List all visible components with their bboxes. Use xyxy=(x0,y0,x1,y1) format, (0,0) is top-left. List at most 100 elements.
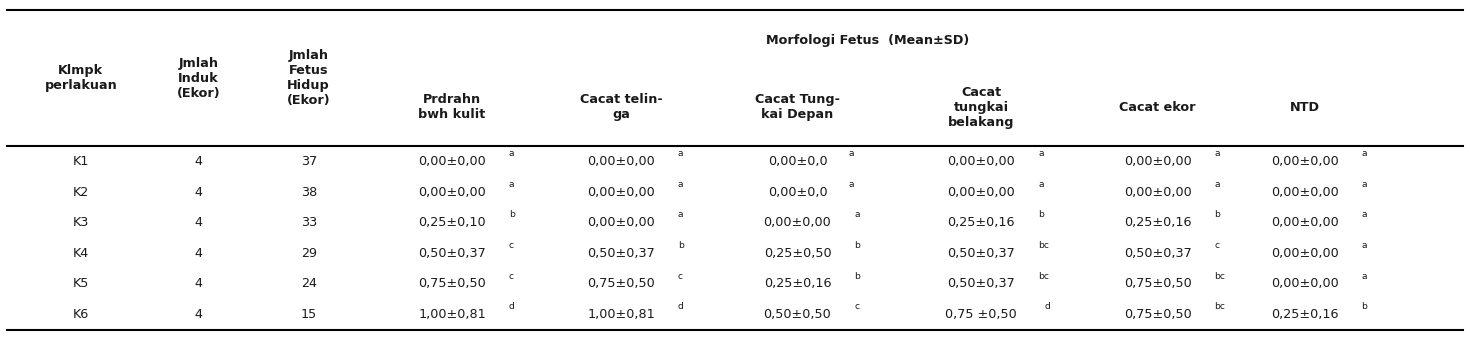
Text: Klmpk
perlakuan: Klmpk perlakuan xyxy=(44,64,118,92)
Text: 4: 4 xyxy=(194,216,203,229)
Text: 1,00±0,81: 1,00±0,81 xyxy=(587,308,656,321)
Text: a: a xyxy=(1361,149,1367,158)
Text: c: c xyxy=(509,241,514,250)
Text: a: a xyxy=(678,210,684,219)
Text: b: b xyxy=(678,241,684,250)
Text: 1,00±0,81: 1,00±0,81 xyxy=(417,308,487,321)
Text: a: a xyxy=(1361,272,1367,280)
Text: a: a xyxy=(678,149,684,158)
Text: b: b xyxy=(1361,302,1367,311)
Text: 0,75±0,50: 0,75±0,50 xyxy=(417,277,487,290)
Text: 33: 33 xyxy=(300,216,318,229)
Text: K6: K6 xyxy=(72,308,90,321)
Text: K2: K2 xyxy=(72,186,90,199)
Text: c: c xyxy=(854,302,860,311)
Text: 0,00±0,00: 0,00±0,00 xyxy=(587,186,656,199)
Text: bc: bc xyxy=(1038,241,1050,250)
Text: a: a xyxy=(1214,149,1220,158)
Text: bc: bc xyxy=(1038,272,1050,280)
Text: 38: 38 xyxy=(300,186,318,199)
Text: 0,50±0,37: 0,50±0,37 xyxy=(587,247,656,260)
Text: 0,75±0,50: 0,75±0,50 xyxy=(587,277,656,290)
Text: 0,00±0,00: 0,00±0,00 xyxy=(947,186,1016,199)
Text: 4: 4 xyxy=(194,308,203,321)
Text: K3: K3 xyxy=(72,216,90,229)
Text: 0,75 ±0,50: 0,75 ±0,50 xyxy=(945,308,1017,321)
Text: b: b xyxy=(509,210,514,219)
Text: a: a xyxy=(1214,180,1220,189)
Text: 0,00±0,0: 0,00±0,0 xyxy=(767,186,828,199)
Text: Cacat telin-
ga: Cacat telin- ga xyxy=(579,93,663,121)
Text: c: c xyxy=(678,272,684,280)
Text: bc: bc xyxy=(1214,302,1226,311)
Text: 0,00±0,00: 0,00±0,00 xyxy=(1123,186,1192,199)
Text: a: a xyxy=(509,149,514,158)
Text: K1: K1 xyxy=(72,155,90,168)
Text: a: a xyxy=(678,180,684,189)
Text: 0,00±0,00: 0,00±0,00 xyxy=(1270,216,1339,229)
Text: 0,25±0,16: 0,25±0,16 xyxy=(1125,216,1191,229)
Text: 0,00±0,00: 0,00±0,00 xyxy=(417,186,487,199)
Text: 0,50±0,37: 0,50±0,37 xyxy=(947,247,1016,260)
Text: 0,25±0,16: 0,25±0,16 xyxy=(948,216,1014,229)
Text: d: d xyxy=(1044,302,1050,311)
Text: a: a xyxy=(848,149,854,158)
Text: a: a xyxy=(854,210,860,219)
Text: a: a xyxy=(848,180,854,189)
Text: Morfologi Fetus  (Mean±SD): Morfologi Fetus (Mean±SD) xyxy=(766,34,969,47)
Text: 0,25±0,10: 0,25±0,10 xyxy=(417,216,487,229)
Text: 0,00±0,00: 0,00±0,00 xyxy=(763,216,832,229)
Text: a: a xyxy=(1038,149,1044,158)
Text: Prdrahn
bwh kulit: Prdrahn bwh kulit xyxy=(419,93,485,121)
Text: 0,00±0,00: 0,00±0,00 xyxy=(1270,247,1339,260)
Text: NTD: NTD xyxy=(1289,101,1320,114)
Text: 0,75±0,50: 0,75±0,50 xyxy=(1123,308,1192,321)
Text: Jmlah
Fetus
Hidup
(Ekor): Jmlah Fetus Hidup (Ekor) xyxy=(287,49,331,107)
Text: 0,00±0,00: 0,00±0,00 xyxy=(1270,155,1339,168)
Text: 0,00±0,0: 0,00±0,0 xyxy=(767,155,828,168)
Text: Jmlah
Induk
(Ekor): Jmlah Induk (Ekor) xyxy=(176,57,220,100)
Text: b: b xyxy=(1214,210,1220,219)
Text: 29: 29 xyxy=(301,247,316,260)
Text: 0,00±0,00: 0,00±0,00 xyxy=(947,155,1016,168)
Text: Cacat
tungkai
belakang: Cacat tungkai belakang xyxy=(948,86,1014,129)
Text: 0,00±0,00: 0,00±0,00 xyxy=(1270,186,1339,199)
Text: 15: 15 xyxy=(300,308,318,321)
Text: K5: K5 xyxy=(72,277,90,290)
Text: a: a xyxy=(509,180,514,189)
Text: 24: 24 xyxy=(301,277,316,290)
Text: Cacat Tung-
kai Depan: Cacat Tung- kai Depan xyxy=(756,93,839,121)
Text: c: c xyxy=(509,272,514,280)
Text: 0,00±0,00: 0,00±0,00 xyxy=(587,155,656,168)
Text: 0,25±0,50: 0,25±0,50 xyxy=(763,247,832,260)
Text: a: a xyxy=(1361,180,1367,189)
Text: 4: 4 xyxy=(194,186,203,199)
Text: 0,50±0,50: 0,50±0,50 xyxy=(763,308,832,321)
Text: d: d xyxy=(678,302,684,311)
Text: b: b xyxy=(854,241,860,250)
Text: 0,75±0,50: 0,75±0,50 xyxy=(1123,277,1192,290)
Text: c: c xyxy=(1214,241,1220,250)
Text: 0,00±0,00: 0,00±0,00 xyxy=(1270,277,1339,290)
Text: a: a xyxy=(1361,241,1367,250)
Text: 0,25±0,16: 0,25±0,16 xyxy=(1272,308,1338,321)
Text: 4: 4 xyxy=(194,155,203,168)
Text: 0,00±0,00: 0,00±0,00 xyxy=(1123,155,1192,168)
Text: Cacat ekor: Cacat ekor xyxy=(1119,101,1197,114)
Text: K4: K4 xyxy=(72,247,90,260)
Text: 0,25±0,16: 0,25±0,16 xyxy=(764,277,831,290)
Text: 4: 4 xyxy=(194,247,203,260)
Text: 0,50±0,37: 0,50±0,37 xyxy=(947,277,1016,290)
Text: 0,00±0,00: 0,00±0,00 xyxy=(587,216,656,229)
Text: 4: 4 xyxy=(194,277,203,290)
Text: 37: 37 xyxy=(300,155,318,168)
Text: a: a xyxy=(1361,210,1367,219)
Text: 0,50±0,37: 0,50±0,37 xyxy=(417,247,487,260)
Text: b: b xyxy=(1038,210,1044,219)
Text: b: b xyxy=(854,272,860,280)
Text: 0,50±0,37: 0,50±0,37 xyxy=(1123,247,1192,260)
Text: a: a xyxy=(1038,180,1044,189)
Text: d: d xyxy=(509,302,514,311)
Text: bc: bc xyxy=(1214,272,1226,280)
Text: 0,00±0,00: 0,00±0,00 xyxy=(417,155,487,168)
